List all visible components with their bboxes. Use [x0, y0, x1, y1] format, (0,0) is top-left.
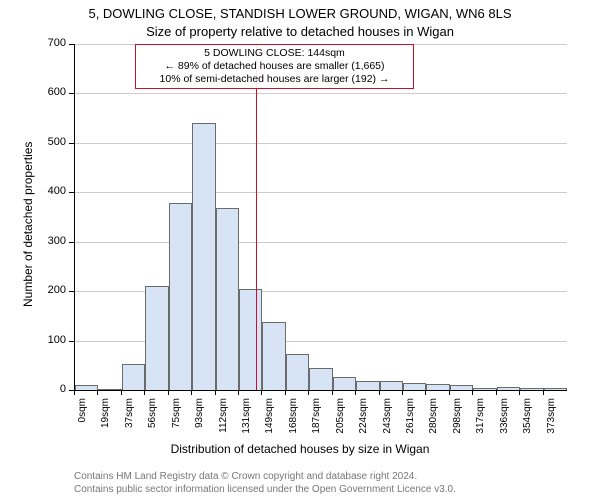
histogram-bar: [286, 354, 309, 390]
histogram-bar: [403, 383, 426, 390]
xtick-label: 112sqm: [218, 398, 229, 448]
histogram-bar: [239, 289, 262, 390]
grid-line: [75, 192, 567, 193]
xtick-label: 0sqm: [77, 398, 88, 448]
xtick-mark: [121, 390, 122, 395]
xtick-mark: [449, 390, 450, 395]
xtick-mark: [472, 390, 473, 395]
xtick-label: 131sqm: [241, 398, 252, 448]
histogram-bar: [356, 381, 379, 390]
xtick-mark: [261, 390, 262, 395]
histogram-bar: [75, 385, 98, 390]
xtick-label: 56sqm: [147, 398, 158, 448]
ytick-label: 200: [36, 284, 66, 296]
xtick-label: 280sqm: [428, 398, 439, 448]
histogram-bar: [544, 388, 567, 390]
xtick-label: 205sqm: [335, 398, 346, 448]
xtick-mark: [379, 390, 380, 395]
xtick-mark: [215, 390, 216, 395]
xtick-label: 261sqm: [405, 398, 416, 448]
xtick-mark: [191, 390, 192, 395]
histogram-bar: [309, 368, 332, 390]
xtick-label: 149sqm: [264, 398, 275, 448]
chart-title-main: 5, DOWLING CLOSE, STANDISH LOWER GROUND,…: [0, 6, 600, 21]
ytick-label: 400: [36, 185, 66, 197]
xtick-label: 37sqm: [124, 398, 135, 448]
histogram-bar: [169, 203, 192, 390]
xtick-label: 243sqm: [382, 398, 393, 448]
xtick-mark: [144, 390, 145, 395]
grid-line: [75, 93, 567, 94]
xtick-mark: [355, 390, 356, 395]
histogram-bar: [497, 387, 520, 390]
ytick-label: 600: [36, 86, 66, 98]
grid-line: [75, 242, 567, 243]
ytick-label: 700: [36, 37, 66, 49]
ytick-mark: [69, 242, 74, 243]
xtick-label: 93sqm: [194, 398, 205, 448]
histogram-bar: [192, 123, 215, 390]
grid-line: [75, 143, 567, 144]
histogram-bar: [262, 322, 285, 390]
ytick-label: 500: [36, 136, 66, 148]
xtick-label: 336sqm: [499, 398, 510, 448]
histogram-bar: [380, 381, 403, 390]
ytick-label: 0: [36, 383, 66, 395]
x-axis-label: Distribution of detached houses by size …: [0, 442, 600, 456]
plot-area: [74, 44, 567, 391]
histogram-bar: [216, 208, 239, 390]
ytick-mark: [69, 291, 74, 292]
histogram-bar: [145, 286, 168, 390]
xtick-mark: [74, 390, 75, 395]
xtick-label: 317sqm: [475, 398, 486, 448]
xtick-mark: [425, 390, 426, 395]
ytick-label: 100: [36, 334, 66, 346]
chart-title-sub: Size of property relative to detached ho…: [0, 24, 600, 39]
histogram-bar: [98, 389, 121, 390]
histogram-bar: [333, 377, 356, 390]
histogram-bar: [450, 385, 473, 390]
xtick-label: 75sqm: [171, 398, 182, 448]
ytick-mark: [69, 44, 74, 45]
xtick-mark: [308, 390, 309, 395]
attribution-line-1: Contains HM Land Registry data © Crown c…: [74, 470, 456, 483]
xtick-mark: [402, 390, 403, 395]
histogram-bar: [520, 388, 543, 390]
ytick-mark: [69, 341, 74, 342]
xtick-mark: [543, 390, 544, 395]
xtick-mark: [168, 390, 169, 395]
histogram-bar: [122, 364, 145, 390]
chart-container: 5, DOWLING CLOSE, STANDISH LOWER GROUND,…: [0, 0, 600, 500]
xtick-label: 298sqm: [452, 398, 463, 448]
ytick-mark: [69, 93, 74, 94]
ytick-label: 300: [36, 235, 66, 247]
annotation-line-2: ← 89% of detached houses are smaller (1,…: [142, 60, 407, 73]
xtick-mark: [285, 390, 286, 395]
ytick-mark: [69, 143, 74, 144]
ytick-mark: [69, 192, 74, 193]
xtick-label: 19sqm: [100, 398, 111, 448]
xtick-mark: [97, 390, 98, 395]
histogram-bar: [473, 388, 496, 390]
annotation-line-1: 5 DOWLING CLOSE: 144sqm: [142, 47, 407, 60]
histogram-bar: [426, 384, 449, 390]
xtick-mark: [496, 390, 497, 395]
xtick-mark: [238, 390, 239, 395]
attribution-text: Contains HM Land Registry data © Crown c…: [74, 470, 456, 496]
xtick-label: 354sqm: [522, 398, 533, 448]
annotation-line-3: 10% of semi-detached houses are larger (…: [142, 73, 407, 86]
xtick-label: 224sqm: [358, 398, 369, 448]
reference-line: [256, 44, 257, 390]
xtick-label: 187sqm: [311, 398, 322, 448]
y-axis-label: Number of detached properties: [21, 127, 35, 307]
xtick-label: 373sqm: [546, 398, 557, 448]
xtick-mark: [332, 390, 333, 395]
xtick-label: 168sqm: [288, 398, 299, 448]
annotation-box: 5 DOWLING CLOSE: 144sqm ← 89% of detache…: [135, 44, 414, 89]
xtick-mark: [519, 390, 520, 395]
attribution-line-2: Contains public sector information licen…: [74, 483, 456, 496]
